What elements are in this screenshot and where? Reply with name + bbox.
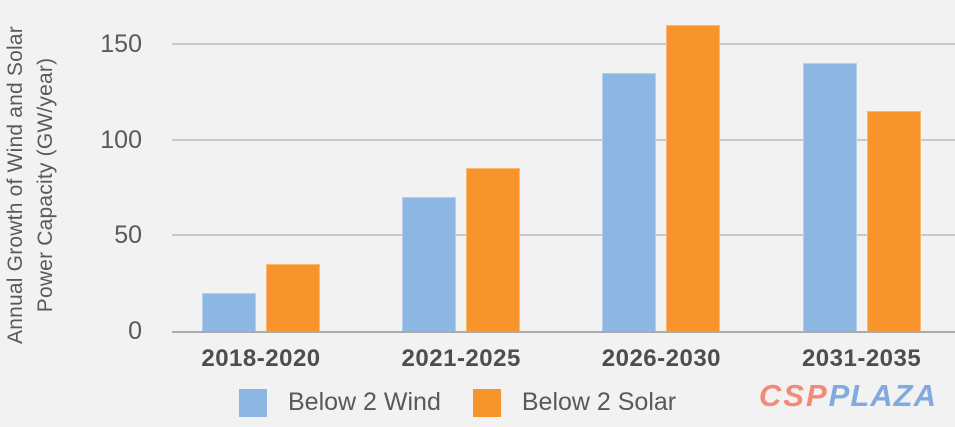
bar-wind [202,292,256,331]
bar-wind [402,197,457,331]
gridline [172,43,955,46]
logo-csp-text: CSP [758,378,829,413]
wind-swatch-icon [239,388,267,417]
bar-wind [602,72,657,331]
gridline [172,138,955,141]
y-axis-tick-label: 50 [114,221,142,250]
plot-area [172,0,955,333]
x-axis-label: 2031-2035 [801,345,922,372]
legend-item-solar: Below 2 Solar [472,388,677,417]
y-axis-tick-label: 150 [100,30,142,58]
y-axis-title-line1: Annual Growth of Wind and Solar [4,26,27,344]
csp-plaza-logo: CSPPLAZA [759,379,937,413]
legend-item-wind: Below 2 Wind [239,388,441,417]
x-axis-label: 2018-2020 [201,345,321,372]
legend-label-wind: Below 2 Wind [288,388,441,416]
bar-solar [866,110,921,331]
x-axis-label: 2026-2030 [601,345,722,372]
bar-solar [266,264,320,331]
y-axis-tick-label: 0 [128,317,142,345]
legend-label-solar: Below 2 Solar [521,388,677,416]
bar-solar [466,168,521,331]
x-axis-label: 2021-2025 [401,345,521,372]
bar-solar [666,24,721,331]
logo-plaza-text: PLAZA [828,378,937,413]
solar-swatch-icon [472,388,501,417]
legend: Below 2 Wind Below 2 Solar [239,388,676,417]
bar-wind [802,63,857,331]
y-axis-tick-label: 100 [100,125,142,154]
gridline [172,234,955,237]
